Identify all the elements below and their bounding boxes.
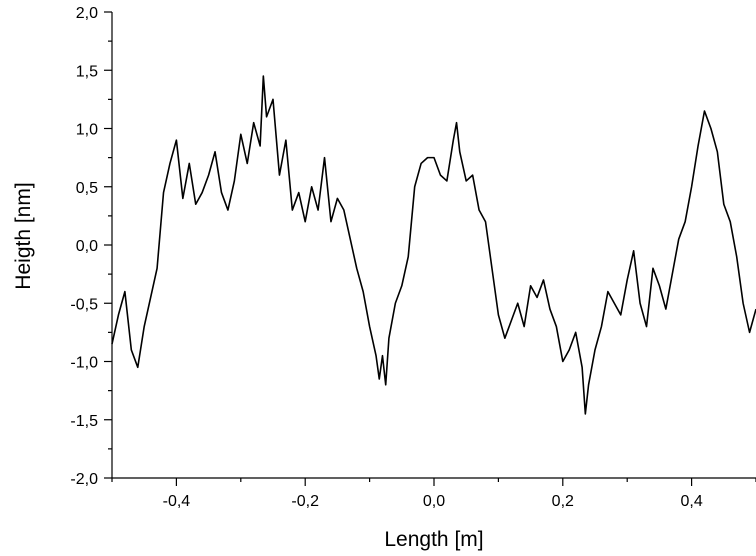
y-tick-label: -2,0 [70,471,98,488]
y-tick-label: 0,0 [76,238,98,255]
series-group [111,75,756,415]
x-tick-label: 0,2 [552,493,574,510]
y-tick-label: -0,5 [70,296,98,313]
x-tick-label: -0,4 [163,493,191,510]
plot-frame [111,12,756,479]
y-tick-label: 2,0 [76,5,98,22]
y-axis-ticks: -2,0 -1,5 -1,0 -0,5 0,0 0,5 1,0 1,5 2,0 [70,5,112,488]
x-tick-label: 0,4 [680,493,702,510]
x-tick-label: -0,2 [291,493,319,510]
y-tick-label: 0,5 [76,180,98,197]
y-tick-label: -1,5 [70,413,98,430]
y-tick-label: -1,0 [70,355,98,372]
x-axis-title: Length [m] [384,528,483,551]
series-line [111,75,756,415]
x-axis-ticks: -0,4 -0,2 0,0 0,2 0,4 [111,478,756,510]
x-tick-label: 0,0 [423,493,445,510]
y-tick-label: 1,0 [76,122,98,139]
y-tick-label: 1,5 [76,63,98,80]
y-axis-title: Heigth [nm] [12,182,35,289]
